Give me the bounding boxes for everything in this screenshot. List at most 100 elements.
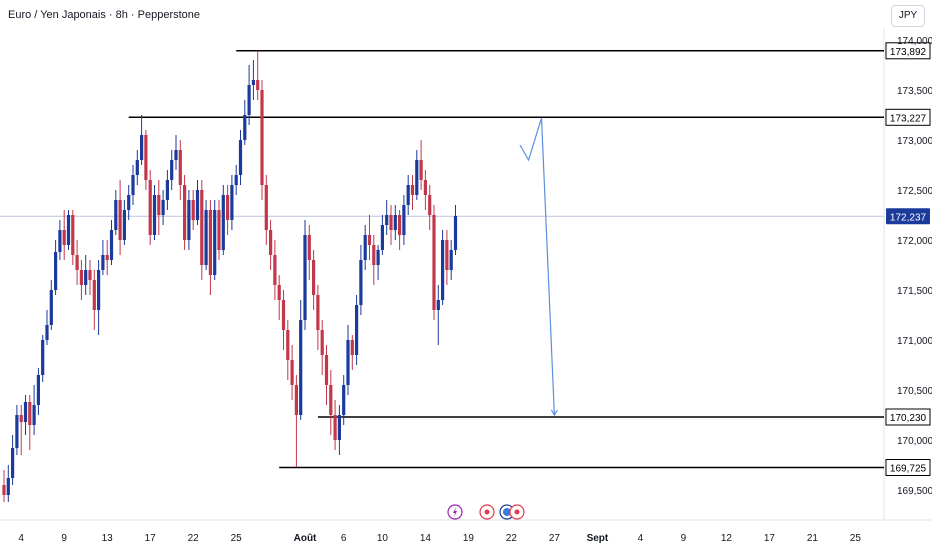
candle-up — [376, 250, 380, 265]
candle-up — [174, 150, 178, 160]
candle-down — [191, 200, 195, 220]
projection-arrowhead — [550, 409, 558, 417]
candle-up — [15, 415, 19, 448]
candle-down — [389, 215, 393, 230]
x-tick-label: 12 — [721, 533, 733, 544]
candle-down — [432, 215, 436, 310]
candle-up — [406, 185, 410, 205]
x-tick-label: 19 — [463, 533, 475, 544]
candle-up — [11, 448, 15, 478]
candle-down — [312, 260, 316, 295]
candle-up — [36, 375, 40, 405]
candle-up — [152, 195, 157, 235]
candle-down — [105, 255, 109, 260]
candle-down — [269, 230, 273, 255]
candle-up — [221, 195, 225, 250]
candle-down — [28, 402, 32, 425]
level-tag — [885, 459, 931, 476]
candle-down — [320, 330, 324, 355]
candle-up — [393, 215, 397, 230]
candle-up — [355, 305, 359, 355]
candle-down — [62, 230, 66, 245]
candle-up — [337, 415, 341, 440]
candle-up — [187, 200, 191, 240]
candle-down — [367, 235, 372, 245]
y-tick-label: 171,000 — [897, 336, 932, 347]
candle-up — [204, 210, 208, 265]
y-tick-label: 173,500 — [897, 86, 932, 97]
candle-down — [260, 90, 264, 185]
level-tag — [885, 408, 931, 426]
candle-up — [303, 235, 307, 320]
candle-down — [329, 385, 333, 415]
candle-up — [243, 115, 247, 140]
level-label: 173,227 — [890, 113, 927, 124]
y-tick-label: 174,000 — [897, 36, 932, 47]
candle-up — [342, 385, 346, 415]
candle-down — [178, 150, 182, 185]
x-tick-label: 25 — [231, 533, 243, 544]
x-tick-label: 25 — [850, 533, 862, 544]
x-tick-label: Août — [294, 533, 317, 544]
y-tick-label: 170,500 — [897, 386, 932, 397]
candle-down — [157, 195, 161, 215]
candle-down — [148, 180, 152, 235]
x-tick-label: 27 — [549, 533, 561, 544]
candle-up — [170, 160, 174, 180]
candle-down — [217, 210, 221, 250]
candle-down — [333, 415, 337, 440]
x-tick-label: 22 — [188, 533, 200, 544]
x-tick-label: 9 — [681, 533, 687, 544]
currency-button[interactable]: JPY — [891, 5, 925, 27]
candle-up — [165, 180, 169, 200]
level-label: 169,725 — [890, 464, 927, 475]
candle-up — [363, 235, 367, 260]
candle-down — [19, 415, 23, 422]
candle-down — [372, 245, 376, 265]
candle-up — [402, 205, 406, 235]
candle-up — [58, 230, 62, 252]
candle-up — [238, 140, 243, 175]
projection-drawing — [519, 117, 558, 417]
y-tick-label: 173,000 — [897, 136, 932, 147]
y-tick-label: 169,500 — [897, 486, 932, 497]
x-tick-label: Sept — [587, 533, 609, 544]
candle-up — [359, 260, 363, 305]
x-tick-label: 9 — [61, 533, 67, 544]
candle-down — [410, 185, 415, 195]
candle-down — [281, 300, 286, 330]
candle-up — [114, 200, 118, 230]
x-tick-label: 17 — [764, 533, 776, 544]
level-tag — [885, 42, 931, 60]
candle-up — [346, 340, 350, 385]
x-tick-label: 17 — [145, 533, 157, 544]
candle-up — [247, 85, 251, 115]
candle-up — [23, 402, 28, 422]
chart-title: Euro / Yen Japonais · 8h · Pepperstone — [8, 9, 201, 21]
current-price-line: 172,237 — [0, 208, 930, 225]
blue-event-dot — [503, 508, 511, 516]
candle-up — [6, 478, 10, 495]
candle-up — [234, 175, 238, 185]
candle-up — [415, 160, 419, 195]
candle-up — [109, 230, 114, 260]
candle-up — [45, 325, 49, 340]
candle-up — [230, 185, 234, 220]
red-event-dot — [514, 509, 520, 515]
candle-down — [226, 195, 230, 220]
candle-down — [75, 255, 79, 270]
candle-down — [419, 160, 423, 180]
current-price-label: 172,237 — [890, 212, 927, 223]
candle-down — [445, 240, 449, 270]
price-axis: 174,000 173,500 173,000 172,500 172,000 171,5… — [897, 36, 932, 497]
candle-up — [101, 255, 105, 270]
candle-down — [277, 285, 281, 300]
x-tick-label: 14 — [420, 533, 432, 544]
y-tick-label: 172,000 — [897, 236, 932, 247]
current-price-tag — [886, 208, 930, 225]
lightning-icon — [453, 507, 457, 517]
candle-down — [398, 215, 402, 235]
candle-up — [49, 290, 53, 325]
event-markers — [447, 504, 525, 520]
